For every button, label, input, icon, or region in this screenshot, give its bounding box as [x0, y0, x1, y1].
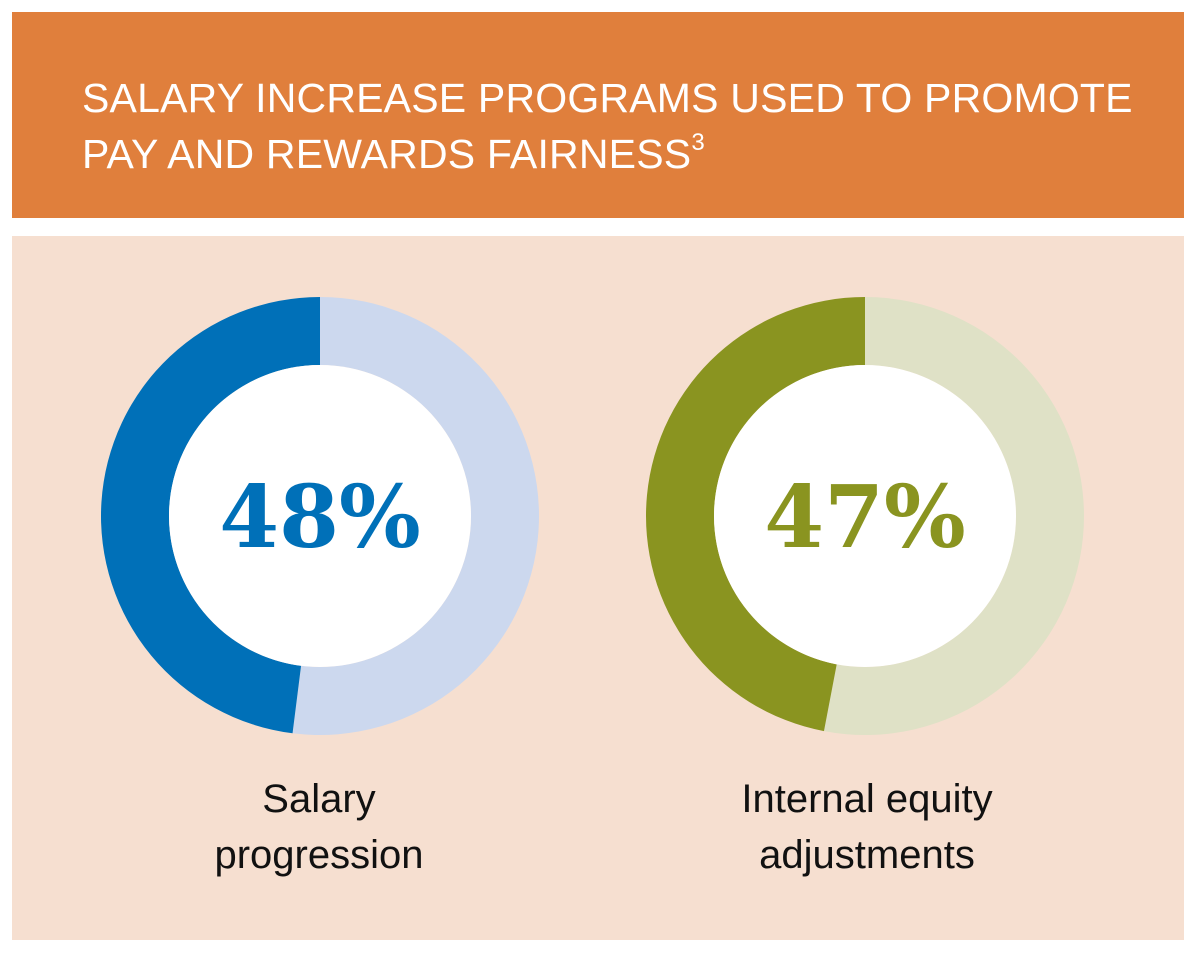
donut-value-label-internal-equity-adjustments: 47% — [764, 467, 965, 568]
donut-charts-svg: 48% 47% — [101, 296, 1085, 735]
donut-center-internal-equity-adjustments — [714, 365, 1016, 667]
donut-remainder-internal-equity-adjustments — [823, 297, 1085, 735]
donut-center-salary-progression — [169, 365, 471, 667]
donut-value-arc-salary-progression — [101, 297, 320, 734]
donut-value-arc-internal-equity-adjustments — [646, 296, 865, 732]
header-banner: SALARY INCREASE PROGRAMS USED TO PROMOTE… — [12, 12, 1184, 218]
title-footnote-marker: 3 — [691, 129, 705, 156]
chart-panel: 48% 47% Salary progression Internal equit… — [12, 236, 1184, 940]
donut-remainder-salary-progression — [292, 297, 539, 735]
donut-label-salary-progression: Salary progression — [214, 777, 424, 877]
chart-title: SALARY INCREASE PROGRAMS USED TO PROMOTE… — [82, 70, 1184, 182]
donut-label-internal-equity-adjustments: Internal equity adjustments — [741, 777, 993, 877]
donut-value-label-salary-progression: 48% — [219, 467, 420, 568]
title-text: SALARY INCREASE PROGRAMS USED TO PROMOTE… — [82, 75, 1133, 177]
